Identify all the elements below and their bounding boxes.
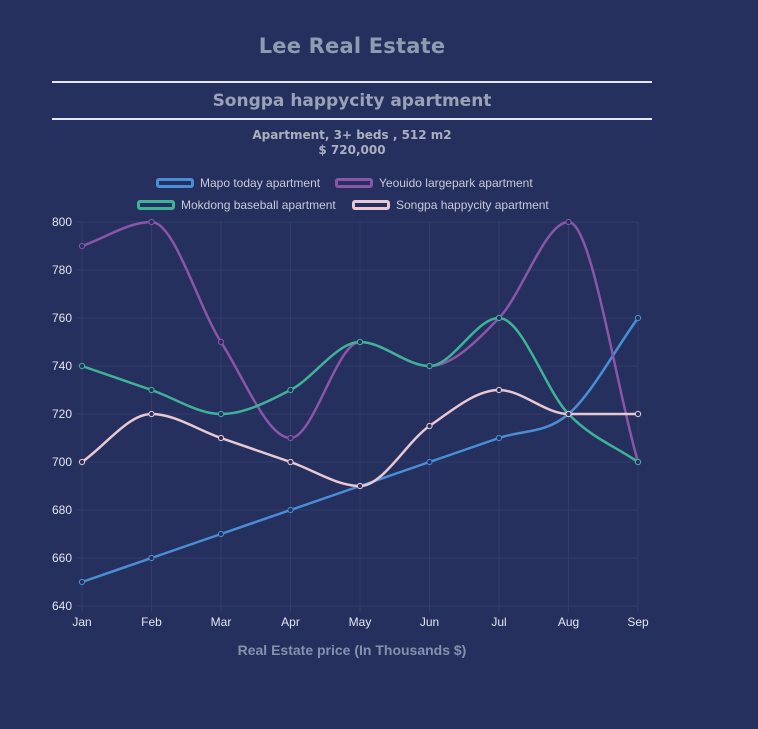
x-axis: Jan Feb Mar Apr May Jun Jul Aug Sep [72,615,649,629]
data-point-mokdong [426,362,433,370]
x-tick-label: Jul [491,615,506,629]
data-point-yeouido [565,218,572,226]
grid [76,221,639,612]
data-point-mapo [495,434,503,442]
data-point-songpa [287,458,294,466]
data-point-songpa [217,434,225,442]
legend-label-mokdong: Mokdong baseball apartment [181,198,336,212]
data-point-mokdong [217,410,225,418]
data-point-songpa [148,410,155,418]
data-point-mapo [287,506,294,514]
data-point-yeouido [217,338,225,346]
y-tick-label: 640 [52,599,72,613]
data-point-mapo [217,530,225,538]
property-title: Songpa happycity apartment [212,91,492,111]
y-tick-label: 760 [52,311,72,325]
data-point-mapo [634,314,642,322]
legend-label-mapo: Mapo today apartment [200,176,321,190]
data-point-songpa [356,482,364,490]
series-line-mokdong [81,316,639,464]
legend-swatch-mokdong [137,200,175,210]
data-point-yeouido [148,218,155,226]
data-point-mapo [78,578,86,586]
x-tick-label: May [349,615,372,629]
data-point-songpa [565,410,572,418]
y-tick-label: 660 [52,551,72,565]
data-point-mokdong [78,362,86,370]
x-tick-label: Sep [627,615,649,629]
data-point-songpa [78,458,86,466]
y-tick-label: 680 [52,503,72,517]
data-point-mokdong [495,314,503,322]
legend-item-mokdong[interactable]: Mokdong baseball apartment [137,198,336,212]
x-axis-title: Real Estate price (In Thousands $) [238,642,467,658]
x-tick-label: Apr [281,615,300,629]
y-tick-label: 700 [52,455,72,469]
data-point-mapo [148,554,155,562]
y-axis: 640 660 680 700 720 740 760 780 800 [52,215,72,613]
data-point-songpa [634,410,642,418]
brand-title: Lee Real Estate [258,34,446,58]
x-tick-label: Jun [420,615,439,629]
data-point-mapo [426,458,433,466]
data-point-mokdong [148,386,155,394]
data-point-yeouido [78,242,86,250]
legend-swatch-mapo [156,178,194,188]
legend-item-mapo[interactable]: Mapo today apartment [156,176,320,190]
data-point-mokdong [634,458,642,466]
property-spec: Apartment, 3+ beds , 512 m2 [252,128,452,142]
bottom-divider [52,118,652,120]
y-tick-label: 800 [52,215,72,229]
y-tick-label: 780 [52,263,72,277]
property-details: Apartment, 3+ beds , 512 m2 $ 720,000 [52,128,652,158]
x-tick-label: Feb [141,615,162,629]
data-point-mokdong [356,338,364,346]
legend-item-songpa[interactable]: Songpa happycity apartment [352,198,549,212]
property-price: $ 720,000 [318,143,386,157]
data-point-songpa [495,386,503,394]
y-tick-label: 740 [52,359,72,373]
top-divider [52,81,652,83]
series [78,218,642,586]
x-tick-label: Mar [211,615,232,629]
legend-label-songpa: Songpa happycity apartment [396,198,549,212]
data-point-mokdong [287,386,294,394]
legend-label-yeouido: Yeouido largepark apartment [379,176,533,190]
legend-item-yeouido[interactable]: Yeouido largepark apartment [335,176,533,190]
data-point-songpa [426,422,433,430]
x-tick-label: Aug [558,615,579,629]
y-tick-label: 720 [52,407,72,421]
legend-swatch-songpa [352,200,390,210]
data-point-yeouido [287,434,294,442]
x-tick-label: Jan [72,615,91,629]
legend-swatch-yeouido [335,178,373,188]
